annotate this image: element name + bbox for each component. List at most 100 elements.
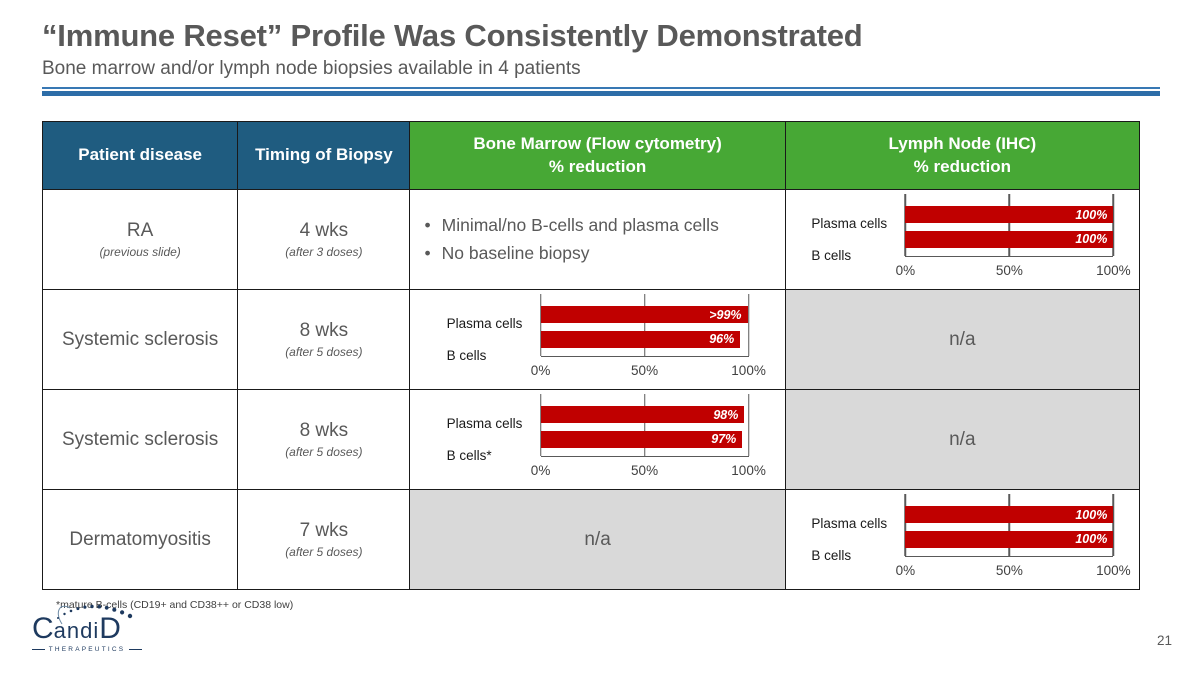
x-tick-label: 50% — [631, 462, 659, 478]
header-line-1: Bone Marrow (Flow cytometry) — [473, 133, 722, 153]
cell-value: 8 wks — [299, 320, 349, 341]
patient-disease-cell: Systemic sclerosis — [41, 389, 239, 490]
bullet-item: • Minimal/no B-cells and plasma cells — [424, 214, 770, 237]
table-head: Patient disease Timing of Biopsy Bone Marr… — [41, 121, 1141, 190]
x-tick-label: 50% — [995, 562, 1023, 578]
x-tick-label: 50% — [995, 262, 1023, 278]
axis-gridline — [643, 393, 646, 456]
axis-gridline — [539, 393, 542, 456]
chart-body: Plasma cells B cells 100% 100% 0% 50% 100% — [811, 493, 1131, 581]
axis-gridline — [747, 393, 750, 456]
slide-header: “Immune Reset” Profile Was Consistently … — [42, 18, 1160, 96]
patient-disease-cell: Systemic sclerosis — [41, 289, 239, 390]
header-line-1: Patient disease — [78, 145, 203, 165]
page-title: “Immune Reset” Profile Was Consistently … — [42, 18, 863, 53]
category-axis: Plasma cells B cells — [811, 499, 905, 581]
bone-marrow-cell: • Minimal/no B-cells and plasma cells • No … — [409, 189, 786, 290]
table-row: Systemic sclerosis 8 wks (after 5 doses) Pl… — [41, 289, 1141, 390]
x-tick-label: 100% — [1096, 262, 1131, 278]
page-subtitle: Bone marrow and/or lymph node biopsies a… — [42, 58, 581, 79]
axis-gridline — [1008, 193, 1011, 256]
cell-value: 8 wks — [299, 420, 349, 441]
bar-value-label: 98% — [713, 407, 739, 422]
cell-note: (after 5 doses) — [285, 345, 363, 359]
cell-value: 7 wks — [299, 520, 349, 541]
bar-row: 100% — [905, 230, 1114, 248]
plot-area: 100% 100% — [904, 193, 1115, 257]
category-axis: Plasma cells B cells* — [447, 399, 541, 481]
axis-gridline — [643, 293, 646, 356]
cell-note: (after 5 doses) — [285, 445, 363, 459]
axis-gridline — [539, 293, 542, 356]
chart-body: Plasma cells B cells* 98% 97% 0% 50% 100% — [447, 393, 766, 481]
category-label: Plasma cells — [811, 215, 888, 231]
lymph-node-cell: Plasma cells B cells 100% 100% 0% 50% 100% — [784, 489, 1141, 590]
chart-body: Plasma cells B cells >99% 96% 0% 50% 100% — [447, 293, 766, 381]
plot-wrap: 100% 100% 0% 50% 100% — [896, 493, 1131, 581]
x-tick-label: 100% — [731, 462, 766, 478]
table-row: RA (previous slide) 4 wks (after 3 doses) • M… — [41, 189, 1141, 290]
table-row: Dermatomyositis 7 wks (after 5 doses) n/a Pl… — [41, 489, 1141, 590]
cell-value: 4 wks — [299, 220, 349, 241]
category-label: Plasma cells — [811, 515, 888, 531]
x-axis: 0% 50% 100% — [531, 462, 766, 481]
bar-row: 100% — [905, 506, 1114, 524]
bar-value-label: >99% — [709, 307, 742, 322]
x-tick-label: 0% — [895, 262, 916, 278]
cell-value: Systemic sclerosis — [62, 328, 219, 350]
column-header: Patient disease — [41, 121, 239, 190]
cell-note: (after 3 doses) — [285, 245, 363, 259]
header-divider — [42, 87, 1160, 96]
data-bar: 100% — [905, 230, 1114, 248]
category-label: B cells* — [446, 448, 492, 464]
bone-marrow-cell: Plasma cells B cells >99% 96% 0% 50% 100% — [409, 289, 786, 390]
biopsy-timing-cell: 8 wks (after 5 doses) — [237, 289, 411, 390]
plot-area: >99% 96% — [539, 293, 750, 357]
lymph-node-cell: n/a — [784, 389, 1141, 490]
bar-row: >99% — [540, 306, 749, 324]
axis-gridline — [1112, 493, 1115, 556]
bar-row: 98% — [540, 406, 749, 424]
header-line-1: Lymph Node (IHC) — [888, 133, 1037, 153]
column-header: Timing of Biopsy — [237, 121, 411, 190]
bone-marrow-cell: n/a — [409, 489, 786, 590]
plot-wrap: >99% 96% 0% 50% 100% — [531, 293, 766, 381]
header-line-2: % reduction — [913, 156, 1011, 176]
header-line-2: % reduction — [548, 156, 647, 176]
bar-chart: Plasma cells B cells 100% 100% 0% 50% 100% — [811, 193, 1131, 281]
na-label: n/a — [949, 428, 976, 450]
bar-row: 100% — [905, 530, 1114, 548]
logo-dotted-arc-icon — [57, 604, 133, 625]
patient-disease-cell: RA (previous slide) — [41, 189, 239, 290]
patient-disease-cell: Dermatomyositis — [41, 489, 239, 590]
table-body: RA (previous slide) 4 wks (after 3 doses) • M… — [41, 189, 1141, 590]
table-row: Systemic sclerosis 8 wks (after 5 doses) Pl… — [41, 389, 1141, 490]
lymph-node-cell: Plasma cells B cells 100% 100% 0% 50% 100% — [784, 189, 1141, 290]
bar-value-label: 100% — [1075, 232, 1108, 247]
biopsy-table: Patient disease Timing of Biopsy Bone Marr… — [41, 121, 1141, 590]
bar-row: 100% — [905, 206, 1114, 224]
data-bar: 100% — [905, 530, 1114, 548]
data-bar: 98% — [540, 406, 745, 424]
column-header: Lymph Node (IHC) % reduction — [784, 121, 1141, 190]
biopsy-timing-cell: 7 wks (after 5 doses) — [237, 489, 411, 590]
bar-row: 97% — [540, 430, 749, 448]
cell-value: Systemic sclerosis — [62, 428, 219, 450]
category-label: B cells — [811, 548, 852, 564]
x-axis: 0% 50% 100% — [896, 262, 1131, 281]
bar-value-label: 100% — [1075, 532, 1108, 547]
divider-thin-line — [42, 87, 1160, 89]
logo-letter-c: C — [32, 612, 54, 645]
cell-value: Dermatomyositis — [69, 528, 211, 550]
data-bar: >99% — [540, 306, 748, 324]
bar-value-label: 100% — [1075, 507, 1108, 522]
biopsy-timing-cell: 4 wks (after 3 doses) — [237, 189, 411, 290]
bullet-item: • No baseline biopsy — [424, 242, 770, 265]
bullet-text: Minimal/no B-cells and plasma cells — [441, 215, 719, 236]
plot-wrap: 98% 97% 0% 50% 100% — [531, 393, 766, 481]
bullet-icon: • — [424, 243, 431, 263]
logo-letter-d: D — [99, 612, 121, 645]
plot-wrap: 100% 100% 0% 50% 100% — [896, 193, 1131, 281]
